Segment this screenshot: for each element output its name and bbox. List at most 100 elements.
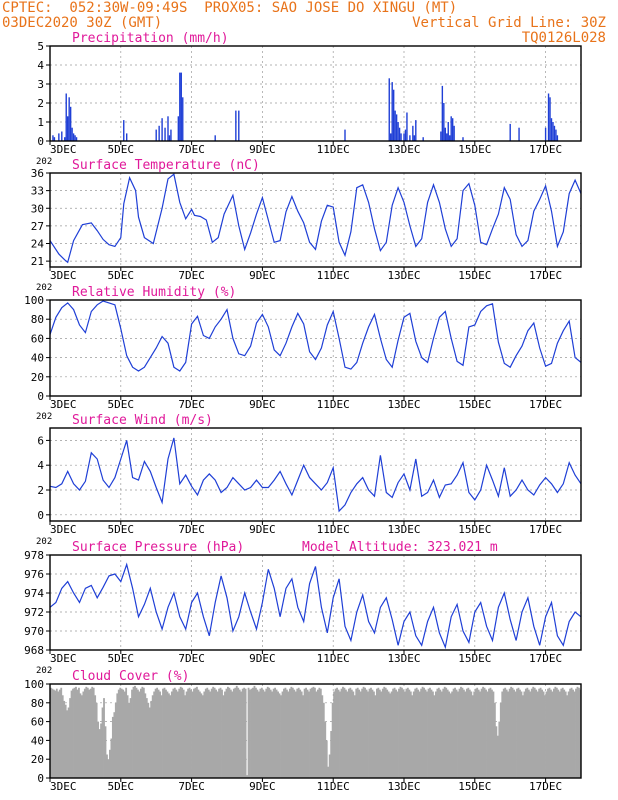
cloud-bar xyxy=(309,688,312,778)
cloud-bar xyxy=(511,687,514,778)
cloud-bar xyxy=(58,689,61,778)
cloud-bar xyxy=(212,686,215,778)
cloud-bar xyxy=(476,687,479,778)
precip-bar xyxy=(547,93,550,141)
cloud-bar xyxy=(390,691,393,778)
cloud-bar xyxy=(277,691,279,778)
x-tick-label: 9DEC xyxy=(249,780,276,793)
cloud-bar xyxy=(523,691,526,778)
precip-bar xyxy=(164,127,166,141)
cloud-bar xyxy=(408,689,411,778)
cloud-bar xyxy=(434,691,437,778)
cloud-bar xyxy=(188,687,191,778)
cloud-bar xyxy=(138,691,141,778)
cloud-bar xyxy=(166,691,169,778)
precip-bar xyxy=(75,137,78,141)
cloud-bar xyxy=(399,686,402,778)
cloud-bar xyxy=(122,689,125,778)
cloud-bar xyxy=(383,686,386,778)
cloud-bar xyxy=(315,691,318,778)
cloud-bar xyxy=(225,688,228,778)
cloud-bar xyxy=(541,689,543,778)
cloud-bar xyxy=(271,691,274,778)
cloud-bar xyxy=(324,721,327,778)
cloud-bar xyxy=(352,691,355,778)
cloud-bar xyxy=(172,688,175,778)
x-tick-label: 17DEC xyxy=(529,269,562,282)
cloud-bar xyxy=(125,687,128,778)
cloud-bar xyxy=(421,686,424,778)
precip-bar xyxy=(415,120,417,141)
cloud-bar xyxy=(61,695,64,778)
chart-header: CPTEC: 052:30W-09:49S PROX05: SAO JOSE D… xyxy=(0,0,618,46)
cloud-bar xyxy=(80,695,83,778)
cloud-bar xyxy=(473,691,476,778)
cloud-bar xyxy=(134,685,136,778)
precip-bar xyxy=(453,125,455,141)
precip-bar xyxy=(450,116,452,141)
cloud-bar xyxy=(232,688,235,778)
cloud-bar xyxy=(235,685,238,778)
cloud-bar xyxy=(287,691,290,778)
panel-title: Precipitation (mm/h) xyxy=(72,31,229,46)
cloud-bar xyxy=(337,689,340,778)
precip-bar xyxy=(409,135,411,141)
x-year-label: 202 xyxy=(36,666,52,676)
cloud-bar xyxy=(297,687,300,778)
vertical-grid-note: Vertical Grid Line: 30Z xyxy=(412,15,606,31)
series-line xyxy=(49,562,582,650)
cloud-bar xyxy=(207,689,210,778)
cloud-bar xyxy=(339,691,341,778)
cloud-bar xyxy=(532,686,535,778)
x-year-label: 202 xyxy=(36,412,52,422)
cloud-bar xyxy=(50,687,52,778)
cloud-bar xyxy=(302,695,305,778)
cloud-bar xyxy=(200,693,203,778)
cloud-bar xyxy=(215,689,218,778)
precip-bar xyxy=(449,135,451,141)
cloud-bar xyxy=(159,691,161,778)
cloud-bar xyxy=(306,689,309,778)
cloud-bar xyxy=(182,689,185,778)
cloud-bar xyxy=(294,691,297,778)
cloud-bar xyxy=(293,689,296,778)
cloud-bar xyxy=(524,688,527,778)
cloud-bar xyxy=(229,689,232,778)
cloud-bar xyxy=(191,691,194,778)
x-tick-label: 13DEC xyxy=(387,269,420,282)
cloud-bar xyxy=(216,691,219,778)
cloud-bar xyxy=(461,687,464,778)
cloud-bar xyxy=(228,687,231,778)
panel-title: Surface Temperature (nC) xyxy=(72,158,260,173)
cloud-bar xyxy=(181,687,184,778)
cloud-bar xyxy=(377,687,380,778)
cloud-bar xyxy=(330,731,333,778)
panel-frame xyxy=(49,172,582,268)
x-tick-label: 11DEC xyxy=(317,780,350,793)
cloud-bar xyxy=(526,687,529,778)
precip-bar xyxy=(509,123,511,141)
precip-bar xyxy=(394,110,396,141)
cloud-bar xyxy=(64,704,67,778)
y-tick-label: 3 xyxy=(37,78,44,91)
x-tick-label: 9DEC xyxy=(249,652,276,665)
x-tick-label: 7DEC xyxy=(178,269,205,282)
cloud-bar xyxy=(504,687,507,778)
precip-bar xyxy=(238,110,240,141)
cloud-bar xyxy=(578,687,580,778)
cloud-bar xyxy=(246,775,248,778)
cloud-bar xyxy=(222,695,225,778)
cloud-bar xyxy=(305,687,307,778)
cloud-bar xyxy=(178,688,181,778)
cloud-bar xyxy=(296,688,299,778)
cloud-bar xyxy=(331,702,334,778)
cloud-bar xyxy=(318,687,321,778)
cloud-bar xyxy=(91,686,94,778)
cloud-bar xyxy=(257,691,260,778)
cloud-bar xyxy=(89,688,92,778)
station-info: CPTEC: 052:30W-09:49S PROX05: SAO JOSE D… xyxy=(2,0,458,16)
y-tick-label: 100 xyxy=(24,294,44,307)
precip-bar xyxy=(392,89,395,141)
cloud-bar xyxy=(463,689,465,778)
y-tick-label: 976 xyxy=(24,568,44,581)
